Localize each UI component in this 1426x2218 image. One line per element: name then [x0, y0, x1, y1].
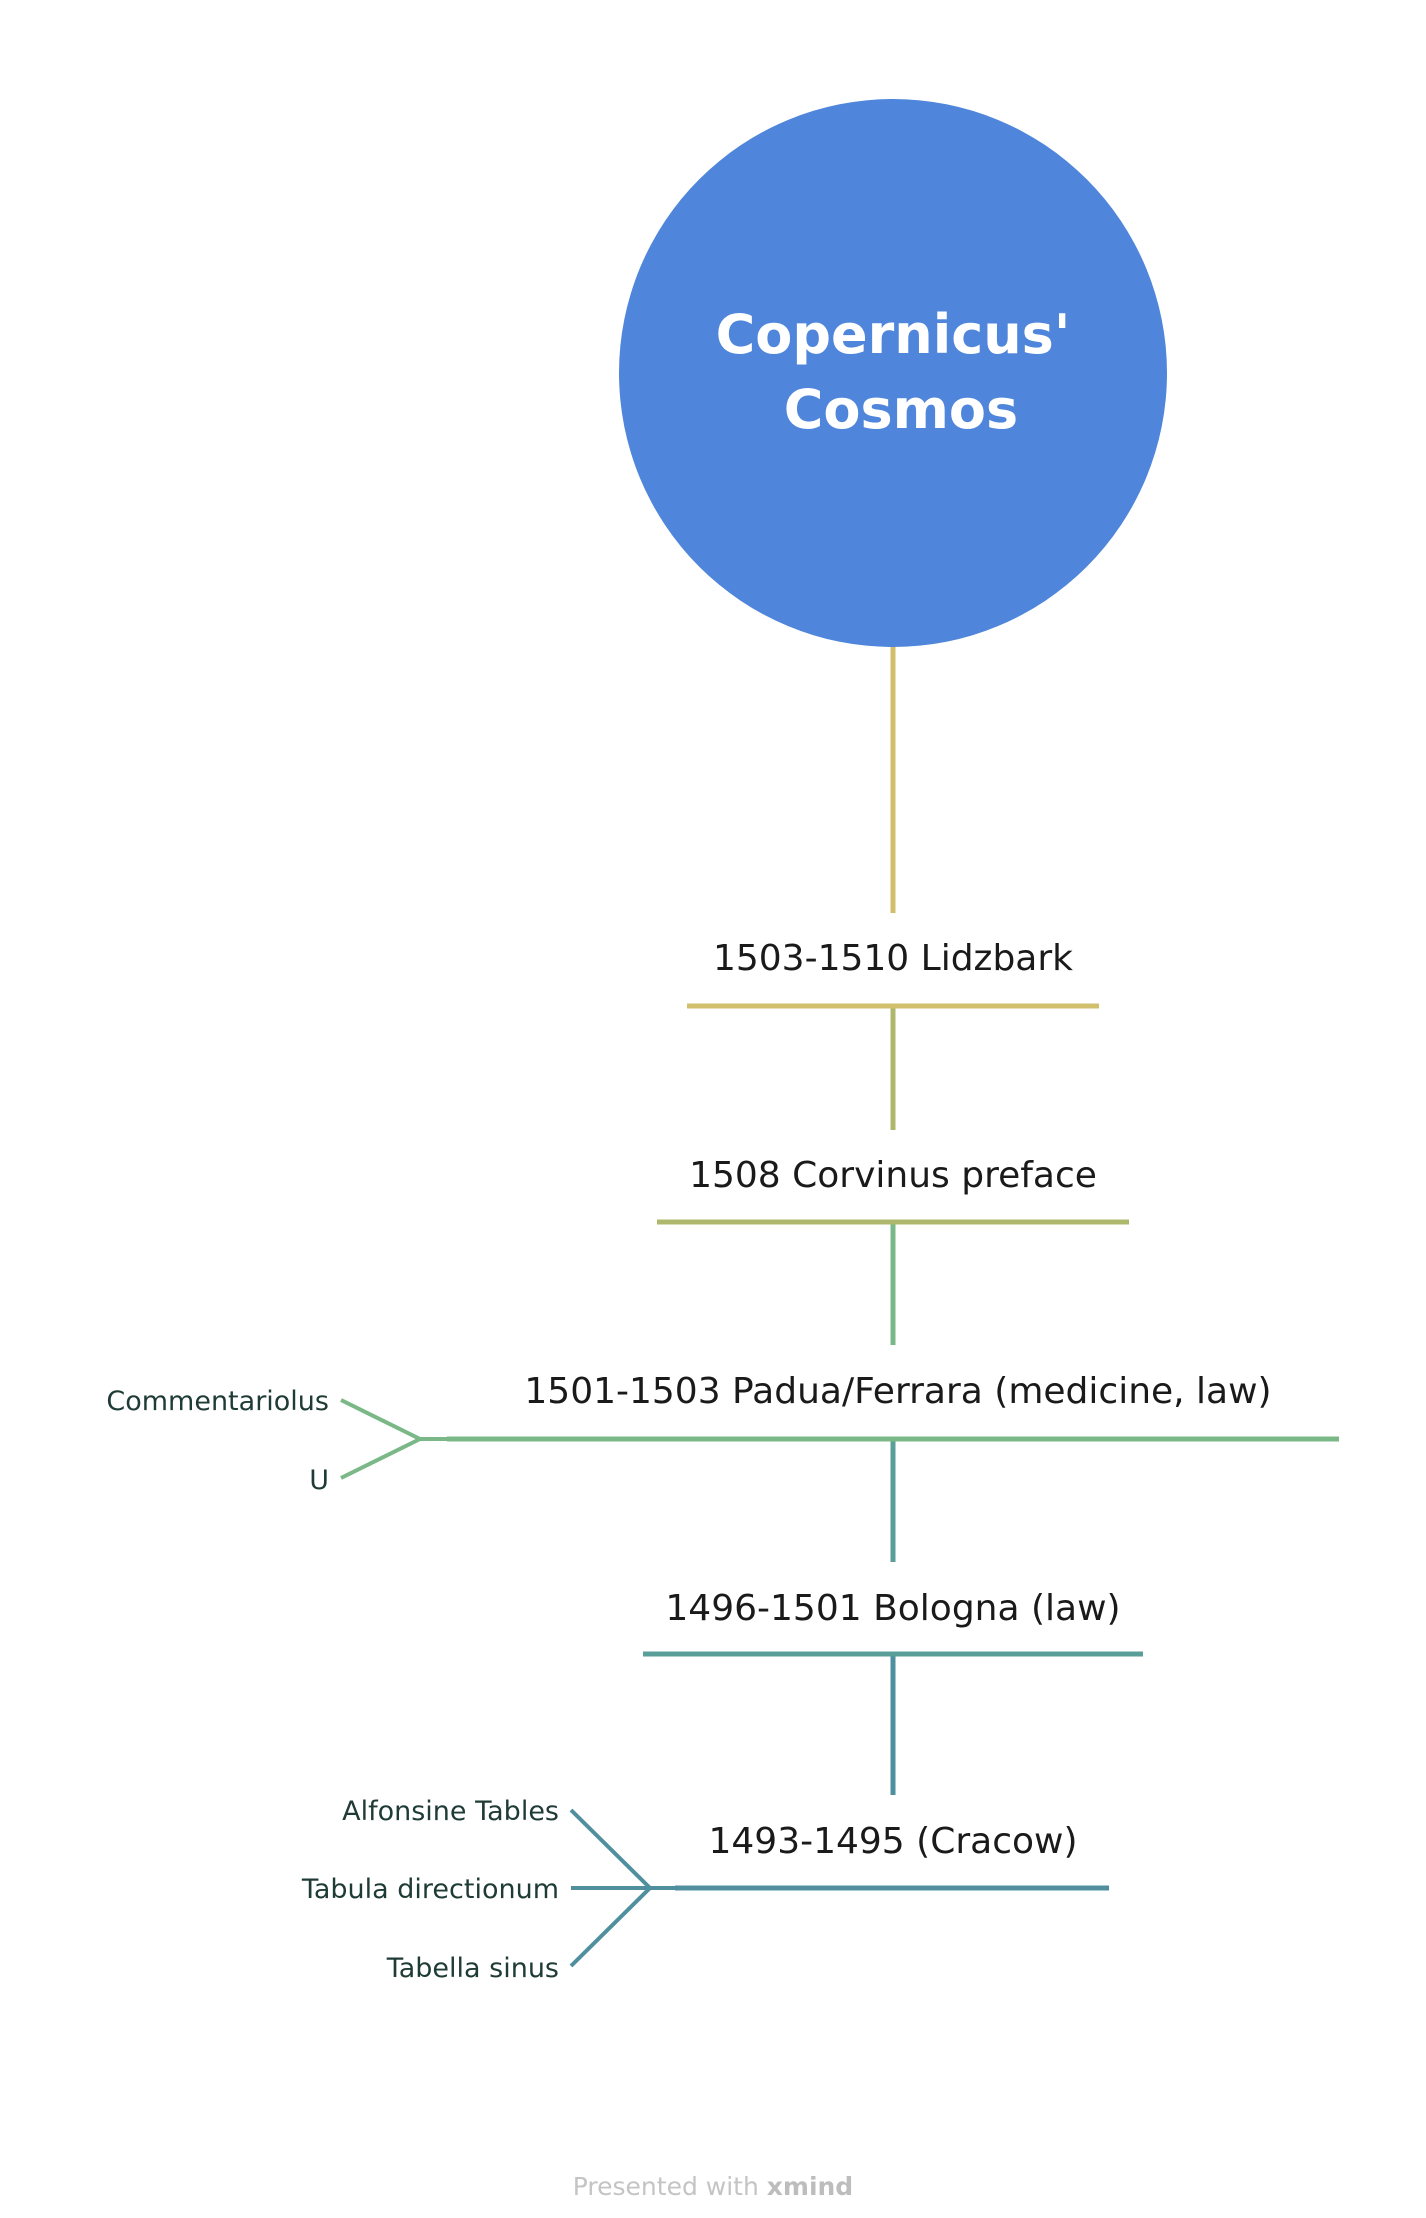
subtopic-alfonsine-tables[interactable]: Alfonsine Tables: [342, 1796, 559, 1827]
topic-label: 1496-1501 Bologna (law): [665, 1588, 1120, 1629]
xmind-brand: xmind: [766, 2172, 854, 2201]
topic-padua-ferrara[interactable]: 1501-1503 Padua/Ferrara (medicine, law): [340, 1371, 1339, 1480]
root-title-line1: Copernicus': [716, 303, 1071, 366]
root-title-line2: Cosmos: [784, 378, 1018, 441]
footer-prefix: Presented with: [572, 2172, 759, 2201]
topic-label: 1493-1495 (Cracow): [708, 1821, 1077, 1862]
root-circle: [619, 99, 1167, 647]
root-topic[interactable]: Copernicus' Cosmos: [619, 99, 1167, 647]
branch-to-u: [340, 1437, 421, 1480]
topic-cracow[interactable]: 1493-1495 (Cracow): [569, 1808, 1109, 1968]
subtopic-tabula-directionum[interactable]: Tabula directionum: [301, 1874, 559, 1905]
topic-corvinus-preface[interactable]: 1508 Corvinus preface: [657, 1155, 1129, 1225]
topic-label: 1501-1503 Padua/Ferrara (medicine, law): [524, 1371, 1271, 1412]
topic-bologna[interactable]: 1496-1501 Bologna (law): [643, 1588, 1143, 1657]
subtopic-commentariolus[interactable]: Commentariolus: [106, 1386, 329, 1417]
topic-label: 1508 Corvinus preface: [689, 1155, 1097, 1196]
topic-lidzbark[interactable]: 1503-1510 Lidzbark: [687, 938, 1099, 1009]
subtopic-u[interactable]: U: [309, 1465, 329, 1496]
topic-label: 1503-1510 Lidzbark: [713, 938, 1073, 979]
branch-to-alfonsine: [569, 1808, 652, 1890]
branch-to-commentariolus: [340, 1398, 421, 1441]
subtopic-tabella-sinus[interactable]: Tabella sinus: [386, 1953, 559, 1984]
branch-to-tabella: [569, 1886, 652, 1968]
presented-with-footer: Presented with xmind: [0, 2172, 1426, 2201]
